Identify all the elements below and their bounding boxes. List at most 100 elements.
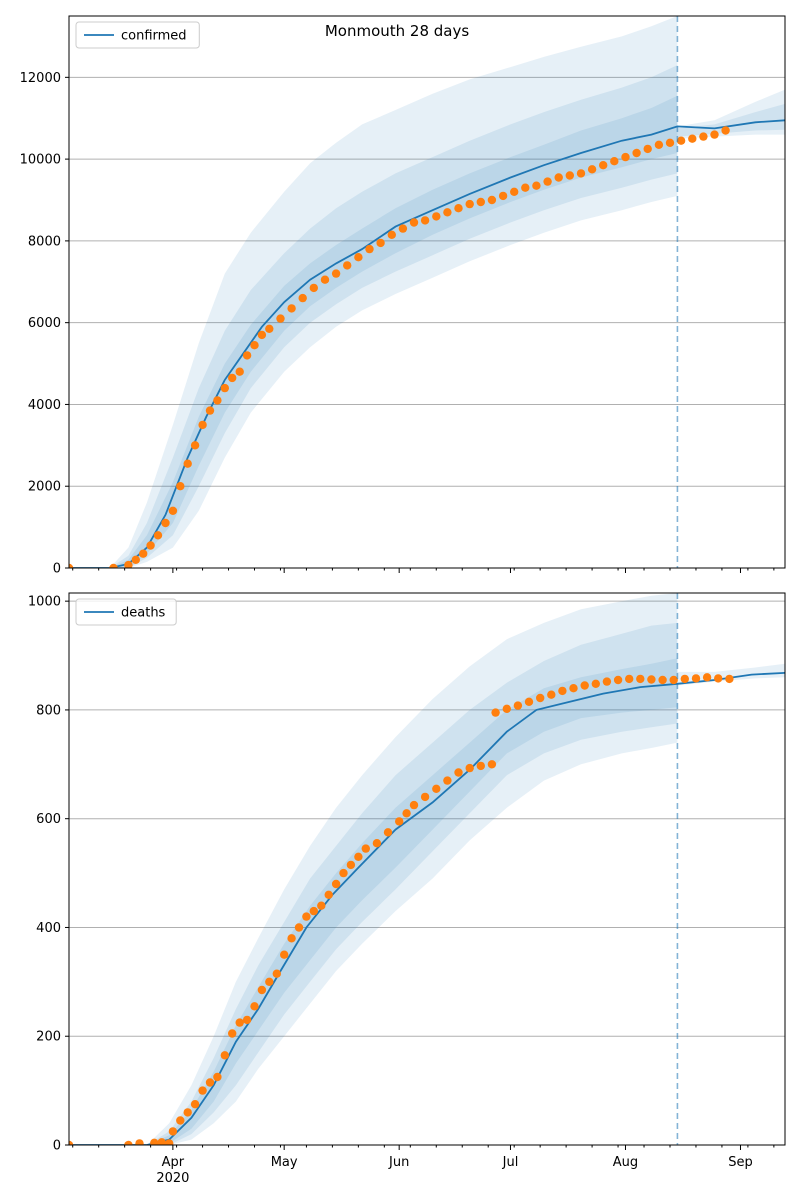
observed-point [610,157,619,166]
observed-point [547,690,556,699]
observed-point [346,860,356,870]
observed-point [654,140,664,149]
observed-point [691,674,701,683]
uncertainty-band [677,89,785,139]
observed-point [220,383,229,393]
observed-point [580,681,589,690]
observed-point [721,126,730,135]
y-tick-label: 12000 [20,71,61,86]
observed-point [487,760,497,769]
observed-point [183,1108,192,1117]
observed-point [320,275,330,284]
observed-point [576,169,586,178]
observed-point [613,675,623,685]
observed-point [339,868,348,878]
model-line-confirmed [69,119,785,568]
legend: confirmed [75,21,200,49]
observed-point [157,1138,166,1145]
observed-point [476,197,485,207]
observed-point [265,977,274,986]
y-tick-label: 600 [36,812,61,827]
observed-point [443,208,452,217]
observed-point [168,506,178,515]
observed-point [190,1100,200,1109]
y-tick-label: 4000 [28,398,61,413]
legend-box [75,598,177,626]
y-tick-label: 800 [36,703,61,718]
observed-point [669,675,678,685]
observed-point [621,152,630,162]
uncertainty-band [69,16,678,568]
observed-point [69,1140,74,1145]
observed-point [343,261,352,270]
observed-point [235,367,244,376]
legend-box [75,21,200,49]
y-tick-label: 10000 [20,153,61,168]
observed-point [395,817,404,826]
x-tick-label: Jun [388,1155,409,1170]
observed-point [183,459,192,468]
observed-point [124,560,133,568]
observed-point [521,183,530,192]
observed-point [498,191,508,201]
observed-point [420,216,430,225]
observed-point [228,373,237,383]
observed-point [510,187,519,196]
observed-point [213,396,222,405]
observed-point [153,531,163,540]
observed-point [205,406,215,415]
observed-point [109,563,118,568]
legend-label: confirmed [121,29,187,44]
chart-title: Monmouth 28 days [325,22,470,40]
observed-point [665,138,675,147]
observed-point [524,697,534,706]
observed-point [502,704,511,713]
observed-point [554,173,563,182]
observed-point [383,828,393,837]
observed-point [317,901,326,910]
observed-point [265,324,274,333]
y-tick-label: 6000 [28,316,61,331]
observed-point [198,420,207,430]
x-tick-label: Apr [162,1155,185,1170]
observed-point [161,518,170,528]
observed-point [409,218,419,227]
observed-point [190,441,200,450]
observed-point [365,244,374,254]
observed-point [331,269,341,278]
observed-point [543,177,552,186]
observed-point [135,1139,144,1145]
x-year-label: 2020 [156,1171,189,1186]
observed-point [213,1072,222,1082]
y-tick-label: 200 [36,1030,61,1045]
observed-point [257,985,267,995]
observed-point [532,181,541,190]
x-tick-label: Jul [502,1155,519,1170]
observed-point [287,304,296,313]
observed-point [420,792,430,802]
observed-point [465,763,474,773]
observed-point [658,675,667,685]
observed-point [443,776,452,785]
observed-point [250,1002,259,1011]
observed-point [688,134,697,143]
observed-point [487,195,497,205]
observed-point [409,800,419,810]
observed-point [250,341,259,350]
plot-area [69,593,785,1145]
y-tick-label: 1000 [28,595,61,610]
observed-point [331,879,341,889]
observed-point [387,230,396,239]
observed-point [324,890,333,899]
y-tick-label: 400 [36,921,61,936]
observed-point [599,161,608,170]
x-tick-label: May [271,1155,298,1170]
observed-point [280,950,289,959]
observed-point [632,148,641,158]
observed-point [198,1086,207,1095]
observed-point [591,679,600,688]
observed-point [602,677,612,686]
observed-point [465,199,474,209]
observed-point [454,204,463,213]
